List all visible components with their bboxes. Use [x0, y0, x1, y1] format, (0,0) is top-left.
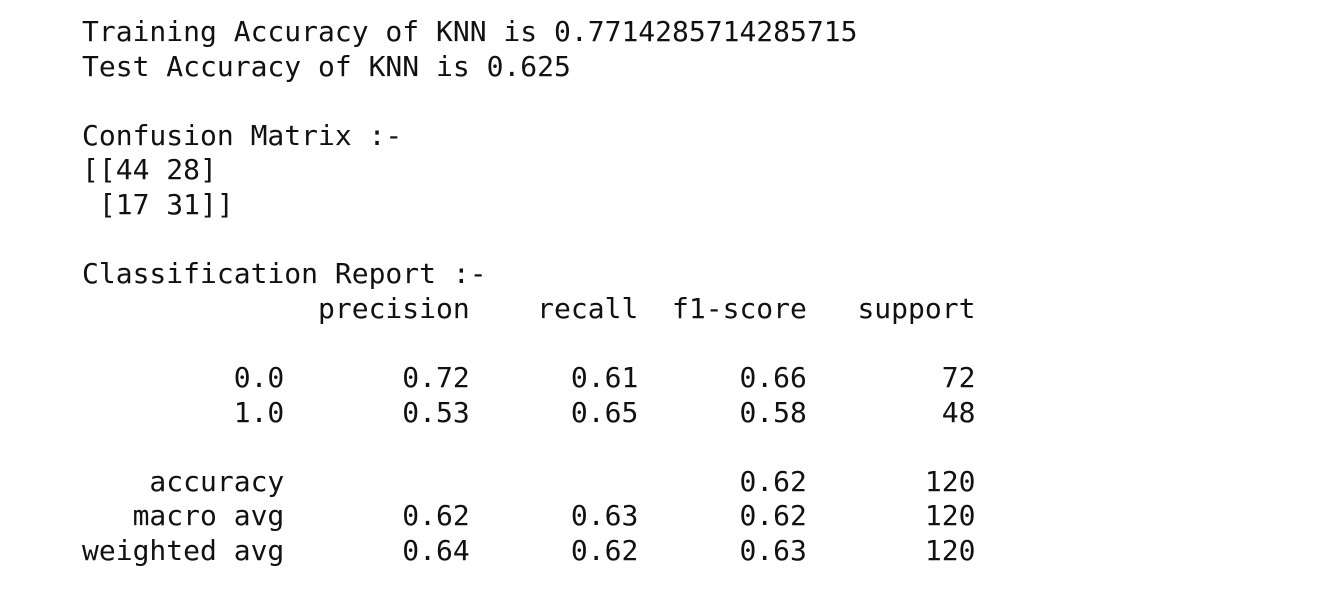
blank-line: [82, 223, 975, 258]
report-row-weighted-avg: weighted avg 0.64 0.62 0.63 120: [82, 533, 976, 567]
blank-line: [82, 84, 975, 119]
cell-output: Training Accuracy of KNN is 0.7714285714…: [82, 15, 975, 569]
test-accuracy-line: Test Accuracy of KNN is 0.625: [82, 49, 571, 83]
confusion-matrix-heading: Confusion Matrix :-: [82, 118, 403, 152]
report-row-accuracy: accuracy 0.62 120: [82, 464, 976, 498]
classification-report-heading: Classification Report :-: [82, 257, 487, 291]
report-row-class-1: 1.0 0.53 0.65 0.58 48: [82, 395, 976, 429]
blank-line: [82, 430, 975, 465]
report-header-row: precision recall f1-score support: [82, 291, 976, 325]
training-accuracy-line: Training Accuracy of KNN is 0.7714285714…: [82, 15, 858, 48]
report-row-macro-avg: macro avg 0.62 0.63 0.62 120: [82, 499, 976, 533]
report-row-class-0: 0.0 0.72 0.61 0.66 72: [82, 360, 976, 394]
confusion-matrix-row: [[44 28]: [82, 153, 217, 187]
confusion-matrix-row: [17 31]]: [82, 187, 234, 221]
blank-line: [82, 326, 975, 361]
